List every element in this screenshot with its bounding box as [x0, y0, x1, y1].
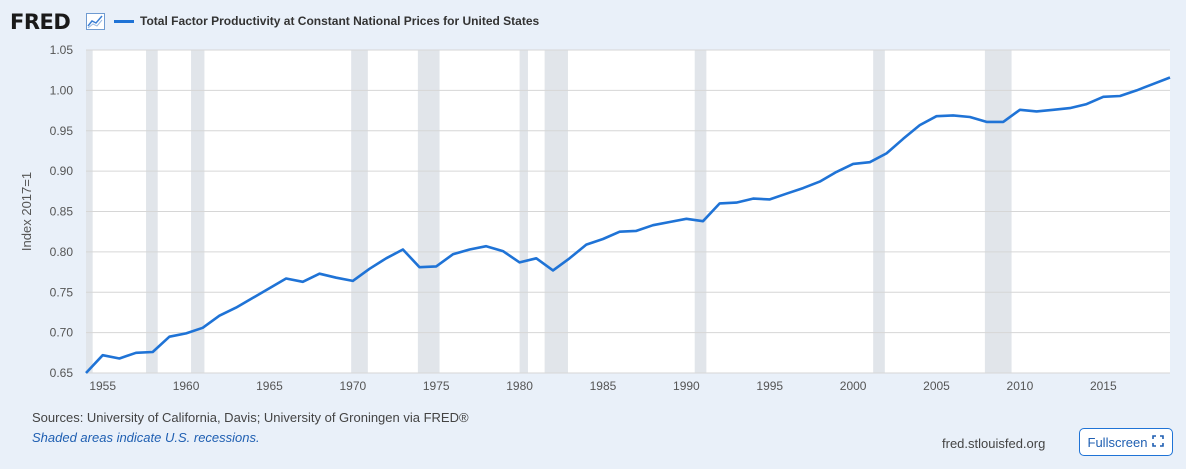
y-axis-title: Index 2017=1 [19, 172, 34, 251]
x-tick-label: 1990 [673, 379, 700, 393]
x-tick-label: 2010 [1007, 379, 1034, 393]
x-tick-label: 2005 [923, 379, 950, 393]
series-line [85, 76, 1171, 374]
fred-logo[interactable]: FRED [10, 10, 71, 34]
fullscreen-label: Fullscreen [1087, 434, 1148, 450]
x-tick-label: 2000 [840, 379, 867, 393]
line-chart-icon [86, 13, 105, 30]
y-tick-label: 0.90 [50, 164, 74, 178]
x-tick-label: 1980 [506, 379, 533, 393]
x-tick-label: 1975 [423, 379, 450, 393]
sources-text: Sources: University of California, Davis… [32, 410, 469, 425]
y-tick-label: 0.80 [50, 245, 74, 259]
y-tick-label: 1.00 [50, 83, 74, 97]
legend-swatch [114, 19, 134, 23]
y-tick-label: 0.65 [50, 366, 74, 380]
x-tick-label: 1955 [89, 379, 116, 393]
x-tick-label: 1960 [173, 379, 200, 393]
y-tick-label: 1.05 [50, 43, 74, 57]
recession-note: Shaded areas indicate U.S. recessions. [32, 430, 260, 445]
y-tick-label: 0.70 [50, 326, 74, 340]
x-tick-label: 1995 [756, 379, 783, 393]
line-chart: 0.65 0.70 0.75 0.80 0.85 0.90 0.95 1.00 1.05 1955… [19, 43, 1171, 393]
y-tick-label: 0.85 [50, 205, 74, 219]
x-tick-label: 1965 [256, 379, 283, 393]
expand-icon [1152, 434, 1165, 450]
legend-label: Total Factor Productivity at Constant Na… [140, 14, 540, 28]
chart-legend: Total Factor Productivity at Constant Na… [114, 14, 539, 28]
x-tick-label: 2015 [1090, 379, 1117, 393]
site-url[interactable]: fred.stlouisfed.org [942, 436, 1046, 451]
fullscreen-button[interactable]: Fullscreen [1079, 428, 1173, 456]
x-tick-label: 1985 [590, 379, 617, 393]
y-tick-label: 0.75 [50, 285, 74, 299]
x-tick-label: 1970 [339, 379, 366, 393]
y-tick-label: 0.95 [50, 124, 74, 138]
